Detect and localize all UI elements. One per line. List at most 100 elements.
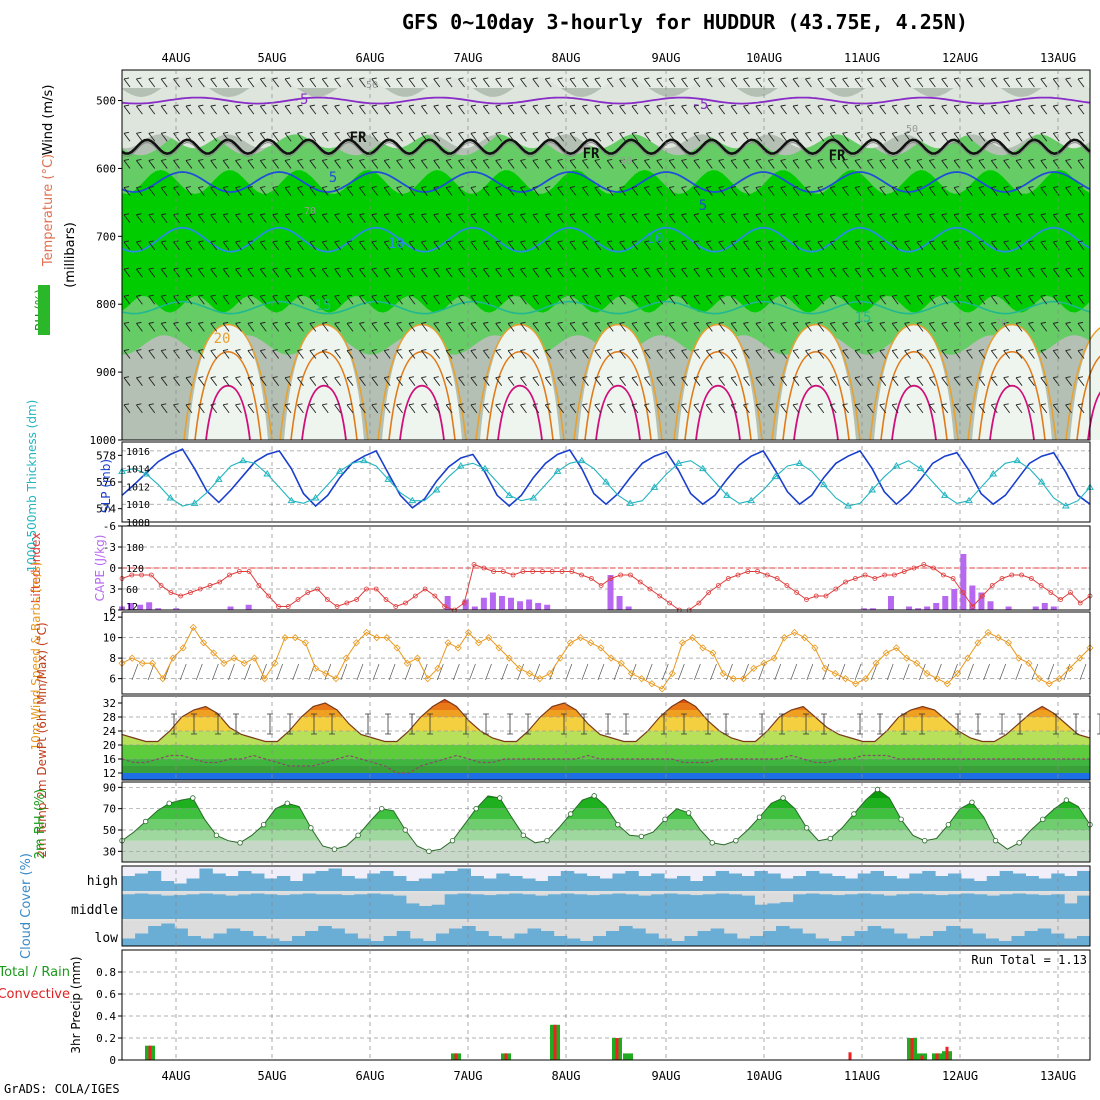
cloud-cell: [1038, 879, 1051, 892]
lower-panels: [119, 442, 1100, 1060]
cloud-cell: [135, 894, 148, 919]
cloud-cell: [819, 894, 832, 919]
cloud-cell: [501, 939, 515, 947]
cloud-cell: [277, 895, 290, 919]
cloud-cell: [881, 929, 895, 947]
cloud-cell: [832, 895, 845, 919]
wind-barb-10m: [646, 664, 652, 680]
cloud-cell: [619, 926, 633, 946]
cloud-cell: [871, 894, 884, 919]
precip-conv-bar: [849, 1052, 852, 1060]
cloud-cell: [240, 931, 254, 946]
cloud-cell: [1077, 871, 1090, 891]
cloud-cell: [961, 879, 974, 892]
precip-conv-bar: [921, 1056, 924, 1060]
cloud-cell: [488, 936, 502, 946]
rh-point: [875, 787, 880, 792]
cloud-cell: [671, 941, 685, 946]
date-label-top: 10AUG: [746, 51, 782, 65]
cloud-cell: [793, 876, 806, 891]
contour-label: 50: [620, 156, 632, 167]
cape-tick-label: 60: [126, 585, 138, 596]
rh-point: [616, 822, 621, 827]
date-label-bottom: 12AUG: [942, 1069, 978, 1083]
cloud-cell: [1038, 929, 1052, 947]
cloud-cell: [574, 894, 587, 919]
rh-point: [970, 800, 975, 805]
cloud-cell: [380, 871, 393, 891]
cloud-cell: [1025, 876, 1038, 891]
cloud-cell: [277, 876, 290, 891]
rh-point: [191, 796, 196, 801]
cloud-cell: [737, 939, 751, 947]
lifted-tick-label: -6: [103, 520, 116, 533]
cloud-cell: [600, 879, 613, 892]
precip-conv-bar: [936, 1053, 939, 1060]
slp-tick-label: 1012: [126, 482, 150, 493]
date-label-bottom: 11AUG: [844, 1069, 880, 1083]
cloud-cell: [316, 894, 329, 919]
cloud-cell: [410, 939, 424, 947]
cloud-cell: [509, 894, 522, 919]
rh-point: [710, 841, 715, 846]
pressure-tick-label: 800: [96, 298, 116, 311]
rh-band: [122, 782, 1090, 798]
cloud-cell: [161, 896, 174, 919]
cloud-cell: [1051, 934, 1065, 947]
rh-point: [521, 833, 526, 838]
temp-tick-label: 32: [103, 697, 116, 710]
cloud-cell: [972, 934, 986, 947]
temp-band: [122, 696, 1090, 703]
cloud-cell: [419, 906, 432, 919]
cloud-cell: [423, 941, 437, 946]
temp-band: [122, 703, 1090, 710]
rh-point: [143, 819, 148, 824]
cloud-cell: [122, 939, 136, 947]
cloud-cell: [548, 894, 561, 919]
temp-tick-label: 12: [103, 767, 116, 780]
lifted-tick-label: 3: [109, 583, 116, 596]
cloud-cell: [253, 936, 267, 946]
rh-point: [356, 833, 361, 838]
cloud-cell: [470, 894, 483, 919]
date-label-top: 7AUG: [454, 51, 483, 65]
upper-air-panel: -5 -5FRFR FR5510 101515205050507070: [122, 70, 1100, 440]
wind-barb-10m: [132, 664, 138, 680]
date-label-bottom: 6AUG: [356, 1069, 385, 1083]
wind-tick-label: 12: [103, 611, 116, 624]
cloud-cell: [393, 896, 406, 919]
cloud-cell: [496, 874, 509, 892]
cloud-cell: [894, 934, 908, 947]
cloud-cell: [522, 879, 535, 892]
cloud-cell: [789, 929, 803, 947]
cloud-cell: [587, 895, 600, 919]
cloud-cell: [483, 895, 496, 919]
cloud-cell: [935, 876, 948, 891]
date-label-bottom: 7AUG: [454, 1069, 483, 1083]
cloud-cell: [698, 931, 712, 946]
pressure-tick-label: 700: [96, 230, 116, 243]
upper-ylabel-wind: Wind (m/s): [41, 85, 56, 156]
rh-point: [1040, 817, 1045, 822]
cloud-cell: [606, 931, 620, 946]
cloud-cell: [541, 931, 555, 946]
cloud-cell: [264, 894, 277, 919]
cloud-cell: [763, 931, 777, 946]
wind-barb-10m: [389, 664, 395, 680]
cape-bar: [526, 600, 532, 611]
wind-barb-10m: [1080, 664, 1086, 680]
cloud-cell: [187, 879, 200, 892]
temp-tick-label: 28: [103, 711, 116, 724]
wind-barb-10m: [1016, 664, 1022, 680]
contour-label: FR: [583, 146, 600, 162]
cloud-cell: [1025, 931, 1039, 946]
cloud-cell: [1012, 936, 1026, 946]
precip-ylabel: 3hr Precip (mm): [69, 956, 83, 1053]
temp-band: [122, 759, 1090, 766]
cloud-cell: [548, 876, 561, 891]
cloud-cell: [711, 929, 725, 947]
pressure-tick-label: 1000: [90, 434, 117, 447]
cloud-cell: [567, 939, 581, 947]
rh-point: [1064, 798, 1069, 803]
contour-label: FR: [829, 148, 846, 164]
